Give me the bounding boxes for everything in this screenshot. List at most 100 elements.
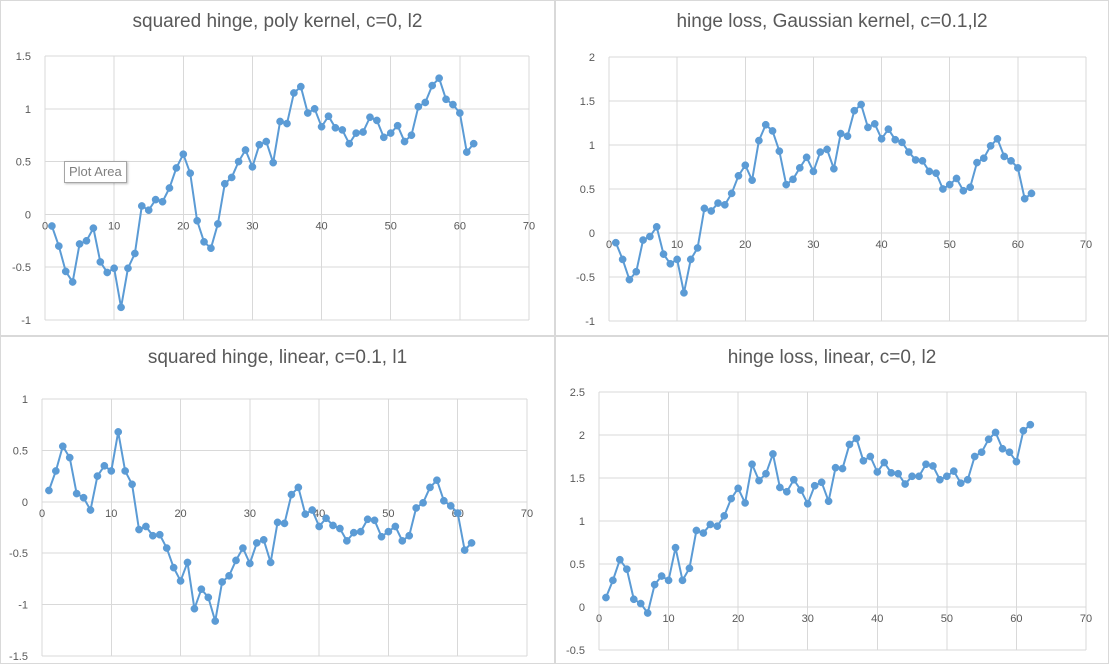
data-point (602, 593, 610, 602)
data-point (114, 428, 123, 436)
chart-title-1: squared hinge, poly kernel, c=0, l2 (132, 11, 423, 32)
data-point (998, 444, 1007, 453)
data-point (748, 460, 756, 469)
data-point (352, 129, 360, 137)
data-point (218, 578, 226, 586)
data-point (469, 139, 478, 148)
data-point (1027, 189, 1036, 198)
data-point (973, 158, 981, 167)
data-point (294, 483, 303, 492)
chart-panel-3[interactable]: squared hinge, linear, c=0.1, l1 -1.5 -1 -… (0, 336, 555, 664)
series-markers (602, 420, 1035, 617)
data-point (979, 154, 988, 163)
data-point (831, 463, 840, 472)
data-point (442, 95, 450, 104)
data-point (176, 577, 185, 585)
data-point (363, 515, 372, 524)
chart-plot-1[interactable]: -1 -0.5 0 0.5 1 1.5 0 10 20 30 40 50 60 70 (1, 1, 555, 336)
y-tick-label: -1 (21, 315, 31, 327)
y-tick-label: 0 (25, 209, 31, 221)
data-point (412, 504, 420, 512)
data-point (769, 450, 777, 458)
data-point (124, 264, 132, 273)
data-point (398, 537, 407, 545)
data-point (310, 104, 319, 113)
x-tick-label: 60 (454, 220, 466, 232)
data-point (643, 609, 652, 617)
data-point (706, 520, 715, 529)
data-point (609, 576, 617, 585)
data-point (734, 171, 743, 180)
data-point (762, 469, 770, 478)
data-point (220, 179, 229, 188)
chart-panel-4[interactable]: hinge loss, linear, c=0, l2 -0.5 0 0.5 1 1.5… (555, 336, 1109, 664)
data-point (239, 544, 247, 552)
gridlines (598, 391, 1087, 651)
series-line (50, 77, 475, 309)
data-point (775, 147, 784, 156)
data-point (880, 458, 889, 467)
data-point (908, 472, 916, 481)
data-point (646, 232, 654, 241)
data-point (776, 483, 784, 492)
data-point (810, 481, 819, 490)
data-point (1000, 152, 1009, 161)
gridlines (608, 56, 1087, 322)
y-tick-label: 1 (589, 140, 595, 152)
data-point (1020, 194, 1029, 203)
data-point (1012, 457, 1021, 466)
data-point (727, 494, 736, 503)
chart-panel-1[interactable]: squared hinge, poly kernel, c=0, l2 -1 -0… (0, 0, 555, 336)
data-point (686, 255, 695, 264)
data-point (836, 129, 845, 138)
y-tick-label: -0.5 (566, 645, 585, 657)
data-point (864, 123, 872, 132)
series-line (47, 430, 473, 623)
data-point (632, 267, 641, 276)
data-point (379, 133, 388, 142)
data-point (664, 576, 673, 585)
x-tick-label: 30 (802, 613, 814, 625)
data-point (301, 510, 310, 518)
data-point (959, 186, 968, 195)
data-point (873, 468, 882, 476)
data-point (857, 100, 865, 109)
data-point (761, 120, 770, 129)
data-point (93, 472, 102, 480)
data-point (86, 506, 95, 514)
y-tick-label: -1 (585, 316, 595, 328)
data-point (426, 483, 434, 492)
chart-plot-4[interactable]: -0.5 0 0.5 1 1.5 2 2.5 0 10 20 30 40 50 60 70 (556, 337, 1109, 664)
x-tick-label: 50 (382, 508, 394, 520)
data-point (685, 564, 694, 573)
data-point (823, 145, 831, 154)
data-point (349, 528, 358, 537)
data-point (227, 173, 236, 182)
y-tick-label: 1 (25, 104, 31, 116)
data-point (671, 543, 680, 552)
chart-panel-2[interactable]: hinge loss, Gaussian kernel, c=0.1,l2 -1… (555, 0, 1109, 336)
chart-plot-3[interactable]: -1.5-1-0.500.51010203040506070 (1, 337, 555, 664)
data-point (460, 546, 469, 554)
data-point (768, 127, 777, 135)
y-tick-label: 2.5 (570, 387, 585, 399)
data-point (650, 580, 659, 589)
chart-plot-2[interactable]: -1-0.500.511.520 10 20 30 40 50 60 70 (556, 1, 1109, 336)
data-point (276, 117, 284, 126)
data-point (405, 531, 414, 540)
data-point (629, 595, 638, 604)
data-point (462, 148, 471, 156)
data-point (693, 244, 702, 252)
data-point (963, 475, 972, 484)
data-point (135, 525, 143, 534)
data-point (400, 137, 409, 146)
data-point (158, 197, 167, 206)
x-tick-label: 60 (1010, 613, 1022, 625)
data-point (197, 585, 206, 594)
data-point (207, 244, 215, 253)
x-tick-label: 0 (596, 613, 602, 625)
data-point (657, 572, 666, 580)
data-point (428, 81, 437, 90)
data-point (625, 275, 634, 284)
data-point (440, 496, 448, 505)
